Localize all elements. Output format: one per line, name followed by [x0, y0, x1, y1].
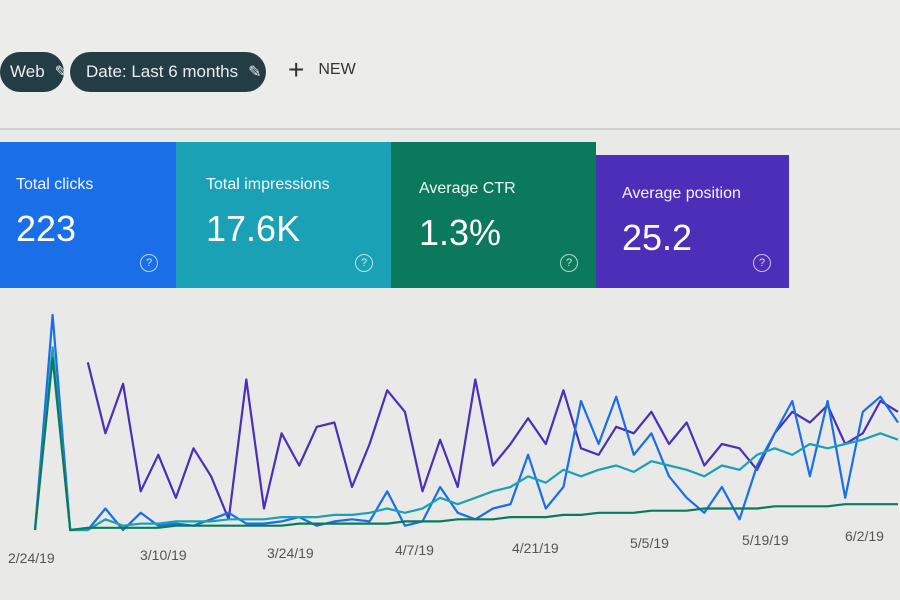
card-value: 223: [16, 208, 77, 249]
filter-label: Date: Last 6 months: [86, 62, 239, 81]
help-circle-icon[interactable]: ?: [140, 254, 158, 272]
card-average-ctr[interactable]: Average CTR 1.3% ?: [391, 142, 596, 288]
filter-chip-search-type[interactable]: Web ✎: [0, 52, 68, 92]
x-tick-label: 4/7/19: [395, 542, 434, 558]
new-filter-button[interactable]: + NEW: [288, 54, 356, 85]
series-line-3: [33, 356, 898, 532]
x-tick-label: 5/5/19: [630, 535, 669, 551]
help-circle-icon[interactable]: ?: [753, 254, 771, 272]
x-tick-label: 4/21/19: [512, 540, 559, 556]
card-total-clicks[interactable]: Total clicks 223 ?: [0, 142, 176, 288]
card-value: 17.6K: [206, 208, 301, 249]
plus-icon: +: [288, 54, 305, 85]
card-value: 1.3%: [419, 212, 502, 253]
performance-chart: [33, 313, 899, 532]
filter-chip-date[interactable]: Date: Last 6 months ✎: [70, 52, 266, 92]
card-value: 25.2: [622, 217, 693, 258]
help-circle-icon[interactable]: ?: [560, 254, 578, 272]
card-label: Total impressions: [206, 176, 330, 193]
card-label: Average position: [622, 185, 741, 202]
x-tick-label: 5/19/19: [742, 532, 789, 548]
pencil-icon[interactable]: ✎: [54, 64, 69, 81]
x-tick-label: 6/2/19: [845, 528, 884, 544]
x-tick-label: 2/24/19: [8, 550, 55, 566]
x-tick-label: 3/24/19: [267, 545, 314, 561]
filter-bar: Web ✎ Date: Last 6 months ✎ + NEW: [0, 0, 900, 130]
card-label: Average CTR: [419, 180, 516, 197]
x-tick-label: 3/10/19: [140, 547, 187, 563]
filter-label: Web: [10, 62, 45, 81]
new-label: NEW: [318, 61, 356, 78]
series-line-0: [86, 362, 899, 521]
pencil-icon[interactable]: ✎: [248, 64, 262, 81]
series-line-1: [33, 313, 899, 532]
help-circle-icon[interactable]: ?: [355, 254, 373, 272]
card-average-position[interactable]: Average position 25.2 ?: [596, 155, 789, 288]
card-label: Total clicks: [16, 176, 94, 193]
card-total-impressions[interactable]: Total impressions 17.6K ?: [176, 142, 391, 288]
series-line-2: [33, 346, 899, 532]
